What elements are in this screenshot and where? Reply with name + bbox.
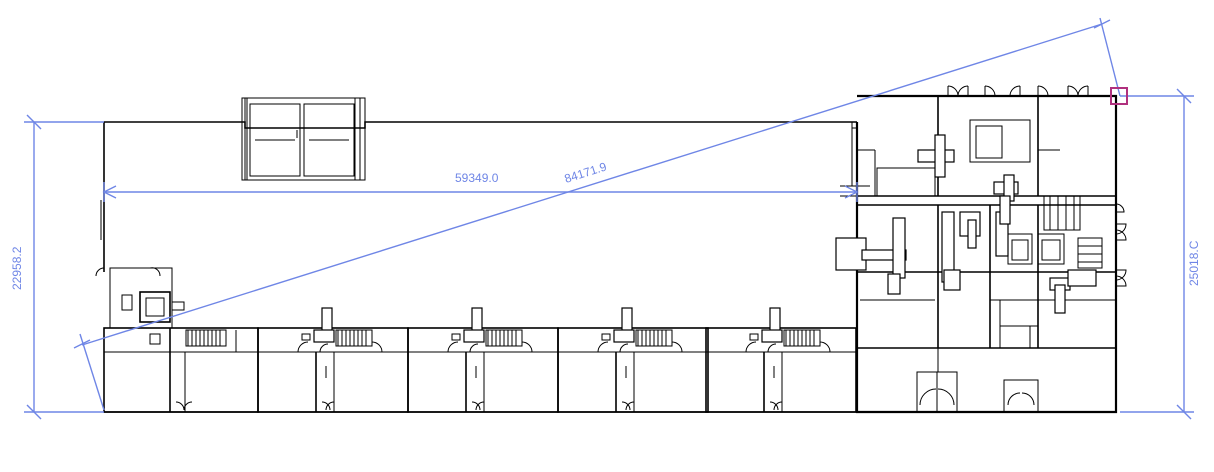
building-outline xyxy=(100,94,1118,414)
dimension-annotations: 59349.0 84171.9 22958.2 25018 xyxy=(10,17,1201,420)
horizontal-dimension: 59349.0 xyxy=(102,171,859,202)
horizontal-dimension-label: 59349.0 xyxy=(455,171,499,185)
right-height-dimension-label: 25018.C xyxy=(1187,240,1201,286)
east-block-rooms xyxy=(835,85,1127,413)
parking-bays xyxy=(241,97,366,181)
left-height-dimension-label: 22958.2 xyxy=(10,246,24,290)
left-height-dimension: 22958.2 xyxy=(10,114,104,420)
west-core xyxy=(95,267,185,329)
square-marker-icon[interactable] xyxy=(1110,87,1128,105)
residential-units xyxy=(103,307,857,413)
right-height-dimension: 25018.C xyxy=(1120,88,1201,420)
